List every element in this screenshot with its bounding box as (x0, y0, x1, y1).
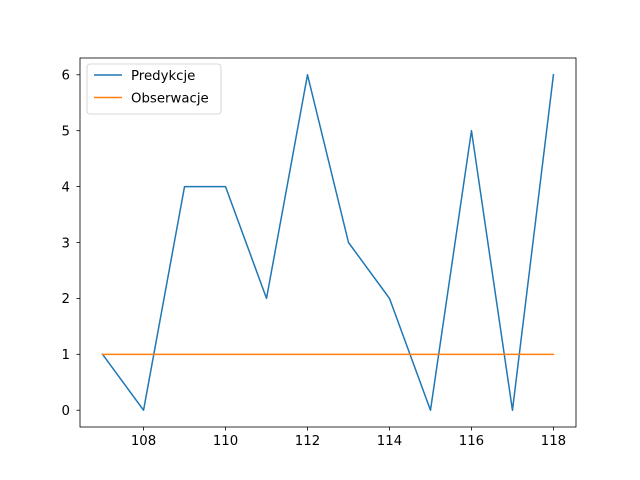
y-tick-label: 3 (62, 236, 70, 251)
y-tick-label: 5 (62, 124, 70, 139)
y-tick-label: 4 (62, 180, 70, 195)
x-tick-label: 108 (131, 434, 156, 449)
series-line-predykcje (101, 73, 555, 411)
axis-ticks: 108 110 112 114 116 118 0 1 2 3 4 5 6 (62, 69, 567, 449)
x-tick-label: 112 (295, 434, 320, 449)
x-tick-label: 110 (213, 434, 238, 449)
x-tick-label: 114 (377, 434, 402, 449)
y-tick-label: 0 (62, 404, 70, 419)
x-tick-label: 116 (459, 434, 484, 449)
y-tick-label: 2 (62, 292, 70, 307)
x-tick-label: 118 (541, 434, 566, 449)
legend-box (86, 63, 222, 115)
y-tick-label: 1 (62, 348, 70, 363)
legend-label-obserwacje: Obserwacje (131, 91, 209, 106)
legend-label-predykcje: Predykcje (131, 69, 195, 84)
y-tick-label: 6 (62, 69, 70, 84)
legend: Predykcje Obserwacje (86, 63, 222, 115)
